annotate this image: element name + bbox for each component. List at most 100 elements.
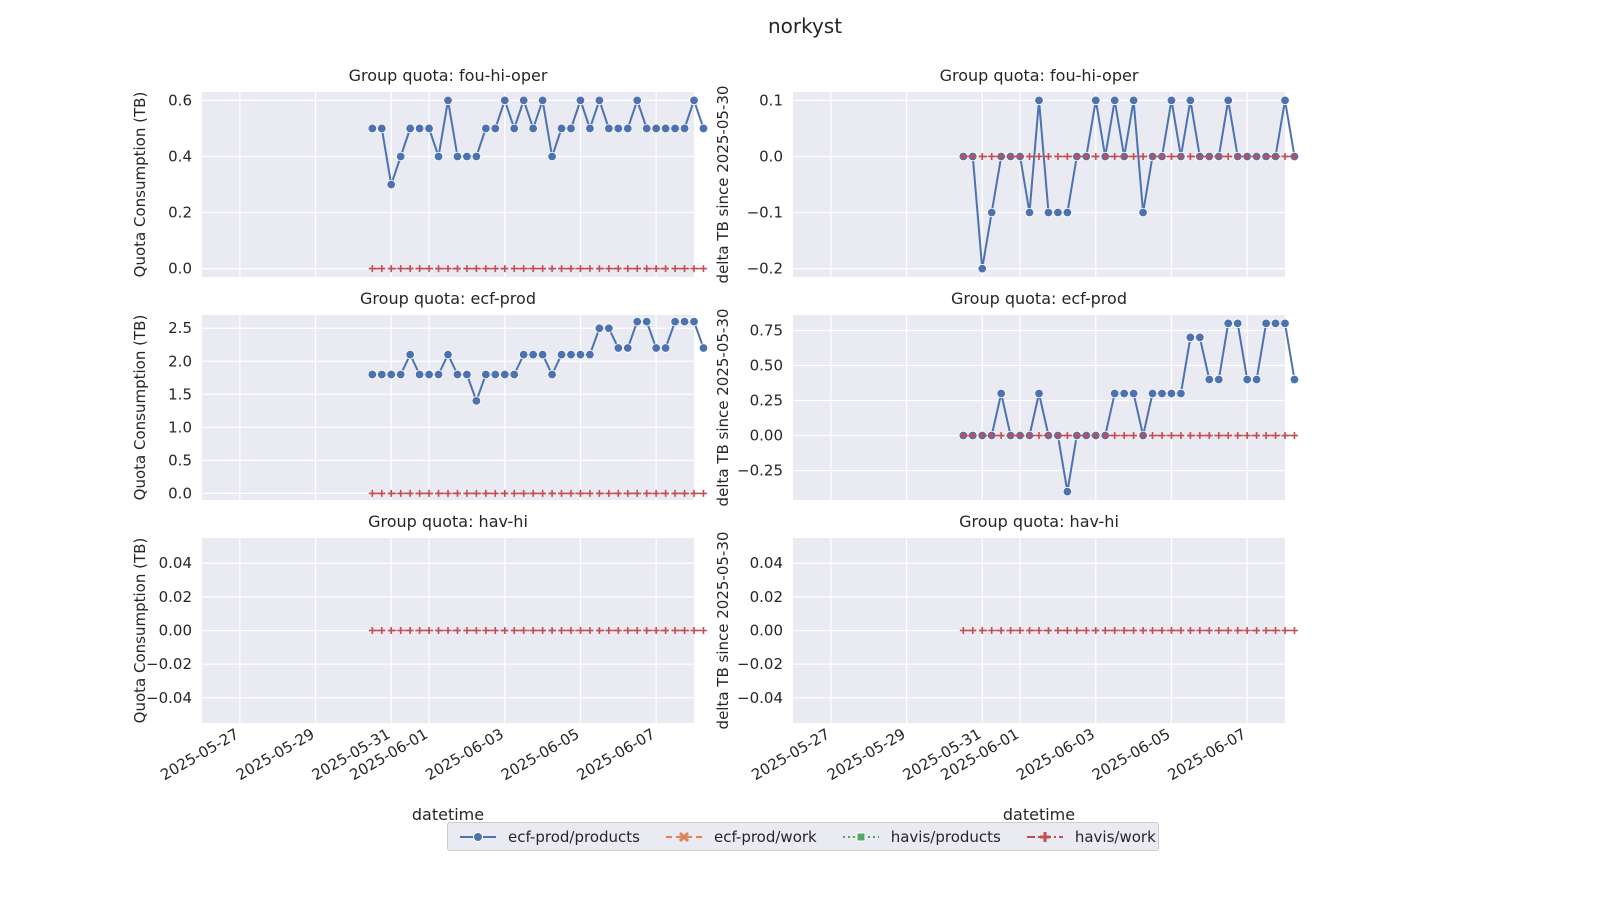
data-point: [1272, 432, 1280, 440]
data-point: [1130, 432, 1138, 440]
data-point: [575, 349, 586, 360]
data-point: [387, 627, 395, 634]
data-point: [959, 432, 967, 440]
data-point: [1166, 95, 1177, 106]
plot-area: [793, 92, 1285, 277]
data-point: [1092, 152, 1100, 160]
data-point: [1043, 207, 1054, 218]
data-point: [1026, 152, 1034, 160]
legend-label: ecf-prod/work: [713, 827, 817, 846]
data-point: [681, 489, 689, 497]
data-point: [614, 627, 622, 634]
data-point: [586, 627, 594, 634]
data-point: [491, 627, 499, 634]
data-point: [1204, 374, 1215, 385]
data-point: [406, 489, 414, 497]
data-point: [424, 123, 434, 134]
data-point: [1026, 627, 1034, 634]
data-point: [604, 123, 614, 134]
data-point: [529, 489, 537, 497]
data-point: [444, 627, 452, 634]
data-point: [1026, 432, 1034, 440]
data-point: [988, 432, 996, 440]
data-point: [558, 265, 566, 273]
data-point: [452, 369, 463, 380]
data-point: [1223, 318, 1233, 329]
data-point: [1224, 432, 1232, 440]
data-point: [453, 489, 461, 497]
data-point: [1253, 432, 1261, 440]
legend-swatch-havis-products: [842, 832, 879, 841]
data-point: [1166, 388, 1177, 399]
data-point: [978, 432, 986, 440]
data-point: [1234, 432, 1242, 440]
data-point: [978, 627, 986, 634]
y-tick-label: −0.2: [747, 260, 783, 278]
data-point: [518, 349, 529, 360]
y-tick-label: 0.50: [750, 356, 783, 374]
data-point: [1073, 152, 1081, 160]
series-havis-work: [959, 152, 1298, 160]
data-point: [1053, 207, 1063, 218]
data-point: [509, 123, 519, 134]
legend-label: havis/work: [1074, 827, 1156, 846]
y-axis-label: Quota Consumption (TB): [131, 538, 149, 724]
data-point: [670, 123, 680, 134]
subplot-5: 2025-05-272025-05-292025-05-312025-06-01…: [131, 512, 707, 824]
data-point: [463, 627, 471, 634]
y-tick-label: 0.0: [168, 484, 192, 502]
data-point: [1243, 152, 1251, 160]
data-point: [548, 265, 556, 273]
data-point: [500, 369, 510, 380]
data-point: [959, 152, 967, 160]
data-point: [490, 123, 501, 134]
data-point: [1054, 627, 1062, 634]
data-point: [624, 489, 632, 497]
data-point: [605, 627, 613, 634]
x-tick-label: 2025-05-27: [157, 725, 242, 784]
data-point: [520, 627, 528, 634]
data-point: [671, 489, 679, 497]
y-axis-label: delta TB since 2025-05-30: [714, 86, 732, 284]
data-point: [988, 627, 996, 634]
data-point: [660, 343, 671, 353]
data-point: [1223, 95, 1233, 106]
data-point: [387, 489, 395, 497]
data-point: [386, 369, 396, 380]
data-point: [1251, 374, 1262, 385]
data-point: [978, 152, 986, 160]
data-point: [539, 489, 547, 497]
data-point: [558, 627, 566, 634]
subplot-1: 0.0 0.2 0.4 0.6 Group quota: fou-hi-oper Quot…: [131, 66, 709, 278]
data-point: [537, 349, 548, 360]
data-point: [576, 489, 584, 497]
data-point: [462, 151, 472, 162]
data-point: [1177, 432, 1185, 440]
data-point: [547, 151, 557, 162]
data-point: [529, 265, 537, 273]
data-point: [623, 343, 633, 353]
y-axis-label: Quota Consumption (TB): [131, 92, 149, 278]
data-point: [405, 349, 415, 360]
data-point: [406, 627, 414, 634]
data-point: [424, 369, 434, 380]
data-point: [1185, 95, 1196, 106]
x-tick-label: 2025-05-29: [824, 725, 909, 784]
data-point: [567, 265, 575, 273]
data-point: [416, 265, 424, 273]
data-point: [679, 316, 690, 327]
data-point: [1157, 388, 1167, 399]
data-point: [378, 489, 386, 497]
data-point: [651, 123, 661, 134]
data-point: [1262, 627, 1270, 634]
data-point: [548, 627, 556, 634]
data-point: [1243, 627, 1251, 634]
data-point: [595, 265, 603, 273]
data-point: [969, 152, 977, 160]
data-point: [1290, 152, 1298, 160]
data-point: [556, 349, 567, 360]
data-point: [1073, 627, 1081, 634]
data-point: [1272, 627, 1280, 634]
y-tick-label: 1.0: [168, 418, 192, 436]
data-point: [652, 627, 660, 634]
